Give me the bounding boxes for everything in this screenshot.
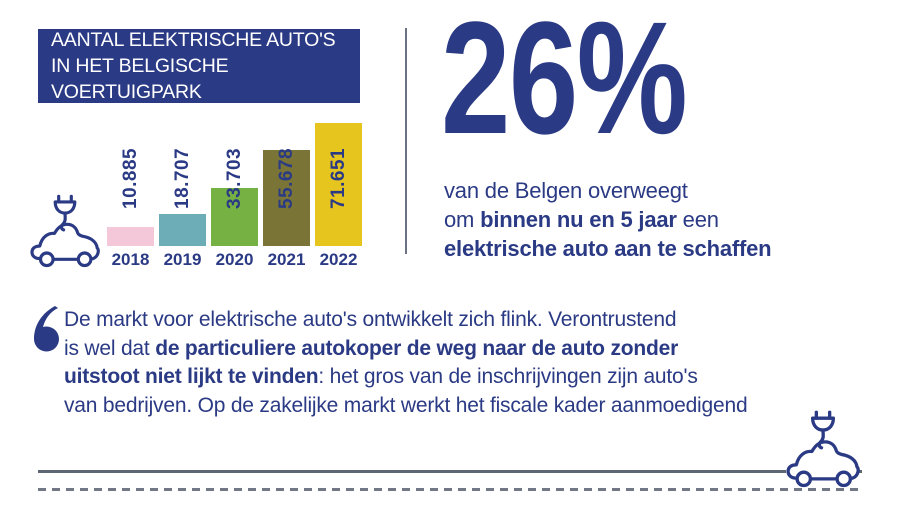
bar-value-label: 33.703 <box>223 147 245 209</box>
chart-title-line2: IN HET BELGISCHE VOERTUIGPARK <box>51 55 229 103</box>
quote-mark-icon <box>34 306 59 352</box>
stat-description: van de Belgen overweegt om binnen nu en … <box>444 176 772 263</box>
quote-line-3: uitstoot niet lijkt te vinden: het gros … <box>64 365 698 388</box>
solid-rule-left <box>38 470 786 473</box>
bar-column: 10.885 <box>107 123 154 246</box>
x-axis-tick-label: 2021 <box>267 250 306 269</box>
bar-column: 55.678 <box>263 123 310 246</box>
chart-title-line1: AANTAL ELEKTRISCHE AUTO'S <box>51 29 336 51</box>
bar-value-label: 10.885 <box>119 147 141 209</box>
bar <box>211 188 258 246</box>
stat-line-1: van de Belgen overweegt <box>444 178 688 203</box>
x-axis-tick-label: 2019 <box>163 250 202 269</box>
bar-chart: 10.885 18.707 33.703 55.678 71.651 <box>107 123 369 246</box>
stat-line-3: elektrische auto aan te schaffen <box>444 236 772 261</box>
bar-column: 33.703 <box>211 123 258 246</box>
bar-column: 71.651 <box>315 123 362 246</box>
quote-line-1: De markt voor elektrische auto's ontwikk… <box>64 308 677 331</box>
electric-car-icon <box>786 410 860 490</box>
dashed-rule <box>38 488 862 491</box>
bar <box>159 214 206 246</box>
electric-car-icon <box>30 194 100 270</box>
x-axis-tick-label: 2022 <box>319 250 358 269</box>
bar-value-label: 55.678 <box>275 147 297 209</box>
bar <box>107 227 154 246</box>
quote-line-4: van bedrijven. Op de zakelijke markt wer… <box>64 393 748 417</box>
stat-percentage: 26% <box>441 0 688 167</box>
bar <box>315 123 362 246</box>
bar <box>263 150 310 246</box>
quote-line-2: is wel dat de particuliere autokoper de … <box>64 336 679 360</box>
chart-title-box: AANTAL ELEKTRISCHE AUTO'S IN HET BELGISC… <box>38 29 360 103</box>
x-axis-tick-label: 2018 <box>111 250 150 269</box>
bar-value-label: 18.707 <box>171 147 193 209</box>
stat-line-2: om binnen nu en 5 jaar een <box>444 207 719 232</box>
vertical-divider <box>405 28 407 254</box>
bar-value-label: 71.651 <box>327 147 349 209</box>
quote-text: De markt voor elektrische auto's ontwikk… <box>64 306 876 420</box>
x-axis-tick-label: 2020 <box>215 250 254 269</box>
bar-column: 18.707 <box>159 123 206 246</box>
bar-chart-x-axis: 2018 2019 2020 2021 2022 <box>107 250 369 270</box>
